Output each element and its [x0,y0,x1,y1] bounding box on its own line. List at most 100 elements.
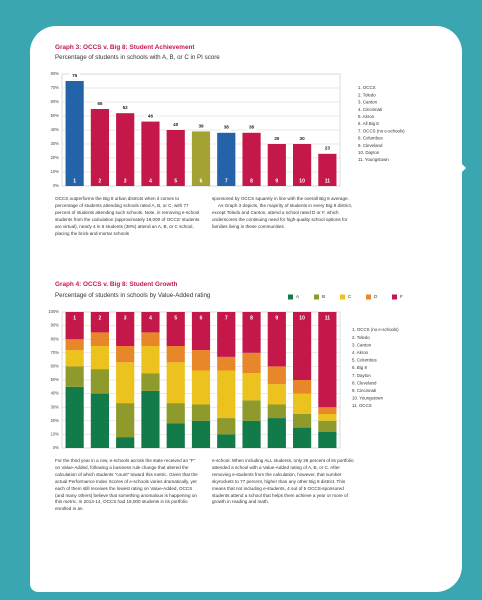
y-tick-label: 0% [53,183,59,188]
bar [242,132,261,186]
category-label: 1 [73,178,76,184]
category-label: 9 [275,178,278,184]
legend-item: 6. Big 8 [352,365,367,370]
value-label-box [94,100,105,107]
bar-segment [292,393,312,414]
bar-segment [90,393,110,448]
bar-segment [141,332,160,346]
bar-segment [242,312,261,353]
legend-item: 8. Columbus [358,136,383,141]
bar-segment [65,386,84,448]
value-label: 75 [72,73,78,78]
paragraph: sponsored by OCCS squarely in line with … [212,196,349,201]
legend-item: 1. OCCS [358,85,376,90]
bar-segment [166,312,185,346]
category-label: 5 [174,178,177,184]
category-label: 7 [225,178,228,184]
bar-segment [65,366,84,387]
value-label-box [322,144,333,152]
category-label: 6 [200,315,203,321]
category-label: 9 [275,315,278,321]
bar-segment [267,384,286,405]
text-column: sponsored by OCCS squarely in line with … [212,196,358,231]
legend-item: 10. Dayton [358,150,380,155]
y-tick-label: 50% [51,113,60,118]
legend-swatch [340,294,345,300]
bar [65,81,84,186]
category-label: 11 [325,315,331,321]
category-label: 5 [174,315,177,321]
y-tick-label: 30% [51,141,60,146]
legend-label: B [322,294,325,299]
legend-label: D [374,294,378,299]
bar-segment [65,312,84,340]
value-label-box [170,121,181,128]
legend-swatch [392,294,397,300]
bar-segment [217,418,236,435]
value-label-box [69,72,80,79]
bar-segment [217,356,236,371]
bar-segment [90,312,110,333]
y-tick-label: 100% [48,309,59,314]
graph4-subtitle: Percentage of students in schools by Val… [55,292,211,299]
bar-segment [166,423,185,448]
bar-segment [318,312,337,408]
legend-item: 7. OCCS (no e-schools) [358,128,405,133]
legend-swatch [288,294,293,300]
value-label: 30 [300,136,306,141]
legend-label: F [400,294,403,299]
category-label: 2 [99,178,102,184]
bar-segment [191,404,211,421]
paragraph: e-school. When including ALL students, o… [212,458,354,505]
y-tick-label: 70% [51,350,60,355]
legend-label: C [348,294,352,299]
bar [318,153,337,186]
bar-segment [65,339,84,351]
legend-item: 7. Dayton [352,373,371,378]
y-tick-label: 30% [51,404,60,409]
text-column: e-school. When including ALL students, o… [212,458,358,506]
paragraph: As Graph 3 depicts, the majority of stud… [212,202,353,229]
legend-item: 5. Akron [358,114,375,119]
category-label: 1 [73,315,76,321]
paragraph: OCCS outperforms the Big 8 urban distric… [55,196,200,236]
value-label: 30 [274,136,280,141]
legend-item: 11. Youngstown [358,157,389,162]
bar [141,121,160,186]
bar-segment [141,390,160,448]
graph3-title: Graph 3: OCCS v. Big 8: Student Achievem… [55,44,195,51]
legend-item: 1. OCCS (no e-schools) [352,327,399,332]
y-tick-label: 60% [51,99,60,104]
value-label-box [246,123,257,131]
y-tick-label: 20% [51,418,60,423]
bar-segment [242,420,261,448]
bar-segment [267,404,286,419]
bar-segment [292,414,312,428]
category-label: 8 [250,178,253,184]
category-label: 4 [149,315,152,321]
bar-segment [217,370,236,419]
bar [166,130,185,186]
text-column: For the third year in a row, e-schools a… [55,458,201,513]
legend-swatch [314,294,319,300]
category-label: 3 [124,315,127,321]
value-label: 52 [123,105,129,110]
value-label-box [221,123,232,131]
y-tick-label: 10% [51,169,60,174]
bar [292,144,312,186]
value-label-box [120,104,131,112]
bar-segment [65,350,84,367]
bar-segment [116,312,135,346]
bar-segment [90,369,110,394]
bar-segment [318,407,337,414]
bar-segment [116,437,135,448]
legend-item: 9. Cincinnati [352,388,376,393]
legend-item: 5. Columbus [352,358,377,363]
y-tick-label: 60% [51,364,60,369]
y-tick-label: 20% [51,155,60,160]
bar-segment [191,420,211,448]
legend-item: 6. All Big 8 [358,121,379,126]
bar-segment [116,346,135,363]
bar-segment [242,373,261,401]
